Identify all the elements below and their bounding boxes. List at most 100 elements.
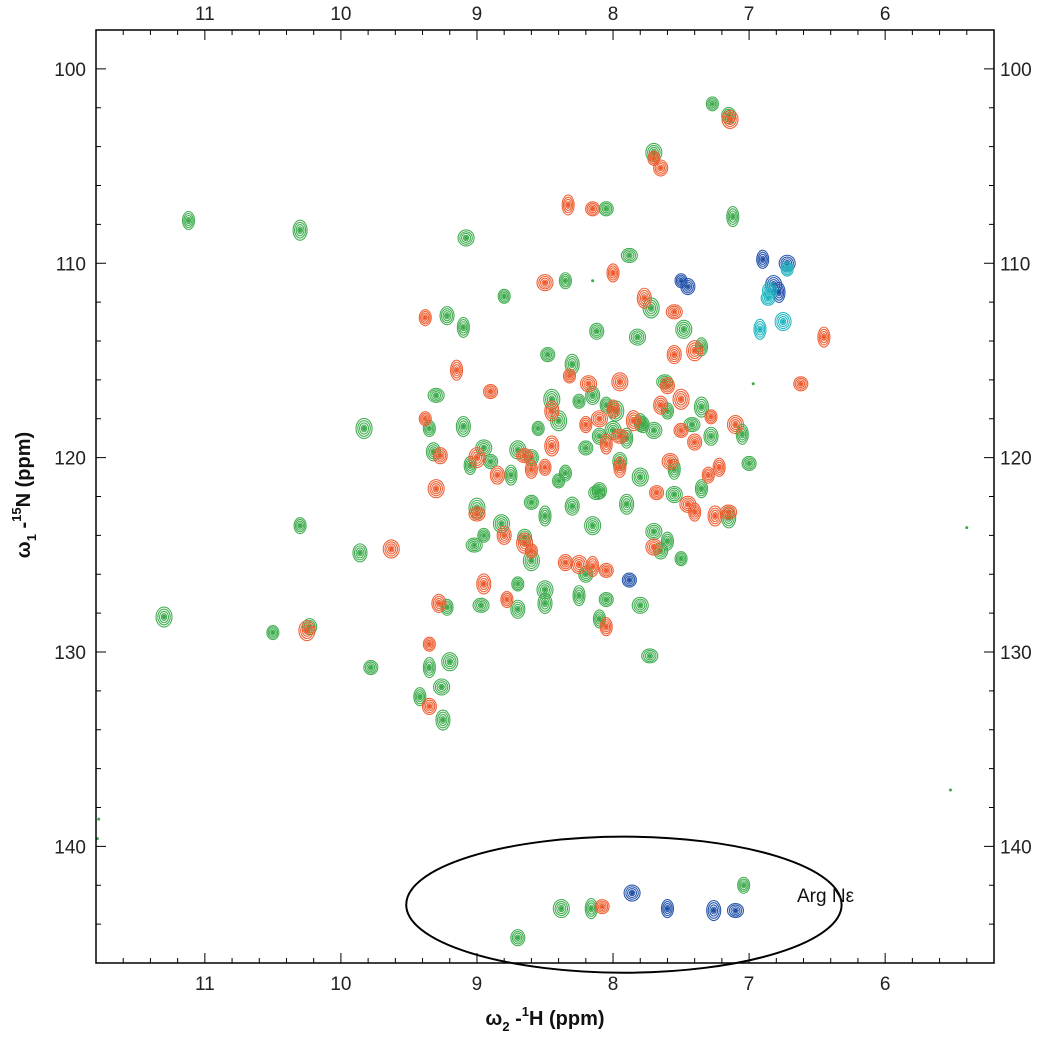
peak — [621, 572, 637, 588]
peak — [645, 421, 663, 439]
peak — [631, 596, 649, 614]
peak — [590, 410, 608, 428]
peak — [631, 467, 649, 487]
peak — [472, 597, 490, 613]
peak — [704, 409, 718, 425]
peak — [298, 620, 316, 642]
peak — [588, 485, 606, 501]
peak — [774, 312, 792, 332]
axis-ticks — [95, 29, 994, 964]
peak — [721, 109, 739, 129]
peak — [418, 309, 432, 327]
peak — [456, 316, 470, 338]
peak — [599, 433, 613, 455]
peak — [641, 648, 659, 664]
peak — [598, 201, 614, 217]
x-tick-label-top: 10 — [330, 4, 351, 25]
peak — [606, 399, 620, 419]
y-axis-label: ω1 -15N (ppm) — [9, 432, 39, 558]
peak — [382, 539, 400, 559]
peak — [613, 456, 627, 478]
peak — [712, 457, 726, 477]
x-tick-label-bottom: 11 — [195, 974, 215, 995]
x-tick-label-top: 11 — [195, 4, 215, 25]
x-tick-label-top: 6 — [880, 4, 891, 25]
peak — [817, 326, 831, 348]
peak — [516, 532, 534, 554]
peak — [584, 516, 602, 536]
peak — [672, 388, 690, 410]
peak-contours — [95, 96, 969, 947]
peak — [611, 428, 629, 444]
peak — [594, 899, 610, 915]
peak — [661, 452, 679, 471]
peak — [431, 593, 447, 613]
peak — [780, 261, 794, 277]
peak — [524, 543, 538, 559]
y-tick-label-right: 140 — [1000, 837, 1032, 858]
peak — [706, 899, 722, 922]
peak — [665, 304, 683, 320]
peak — [562, 368, 577, 384]
peak — [760, 290, 776, 306]
peak — [625, 410, 641, 432]
y-tick-label-left: 130 — [54, 643, 86, 664]
peak — [735, 423, 749, 445]
plot-frame — [95, 29, 995, 964]
x-axis-label: ω2 -1H (ppm) — [485, 1004, 604, 1034]
peak — [421, 697, 437, 715]
peak — [450, 359, 464, 381]
peak — [465, 537, 483, 553]
peak — [531, 420, 545, 437]
peak — [468, 506, 486, 522]
y-tick-label-left: 100 — [54, 60, 86, 81]
peak — [497, 288, 511, 304]
x-tick-label-bottom: 9 — [472, 974, 483, 995]
peak — [363, 659, 379, 676]
peak — [673, 422, 689, 438]
peak — [439, 306, 455, 326]
peak — [181, 210, 196, 231]
peak — [645, 538, 663, 556]
peak — [455, 415, 471, 438]
x-tick-label-top: 7 — [744, 4, 755, 25]
peak — [599, 617, 613, 637]
peak — [516, 448, 534, 464]
x-tick-label-top: 9 — [472, 4, 483, 25]
peak — [536, 274, 554, 292]
peak — [558, 272, 572, 290]
peak — [510, 929, 526, 947]
y-tick-label-right: 130 — [1000, 643, 1032, 664]
peak — [558, 464, 572, 482]
peak — [433, 678, 451, 696]
peak — [720, 504, 738, 520]
noise-speck — [948, 788, 952, 792]
peak — [543, 388, 561, 410]
peak — [726, 206, 740, 228]
peak — [352, 543, 368, 563]
peak — [703, 426, 719, 446]
peak — [422, 636, 436, 652]
peak — [457, 229, 475, 247]
noise-speck — [965, 526, 969, 530]
peak — [636, 287, 652, 309]
y-tick-label-left: 140 — [54, 837, 86, 858]
x-tick-label-bottom: 6 — [880, 974, 891, 995]
y-tick-label-left: 120 — [54, 449, 86, 470]
peak — [432, 447, 448, 465]
peak — [504, 464, 518, 486]
peak — [552, 899, 570, 919]
peak — [620, 247, 638, 264]
x-tick-label-bottom: 8 — [608, 974, 619, 995]
arg-ne-ellipse — [405, 835, 843, 974]
peak — [585, 201, 601, 217]
peak — [489, 465, 505, 485]
y-tick-label-right: 120 — [1000, 449, 1032, 470]
peak — [606, 263, 620, 283]
peak — [687, 433, 703, 451]
peak — [476, 573, 492, 595]
peak — [561, 194, 575, 216]
peak — [793, 376, 809, 392]
peak — [726, 415, 745, 435]
peak — [435, 709, 451, 731]
